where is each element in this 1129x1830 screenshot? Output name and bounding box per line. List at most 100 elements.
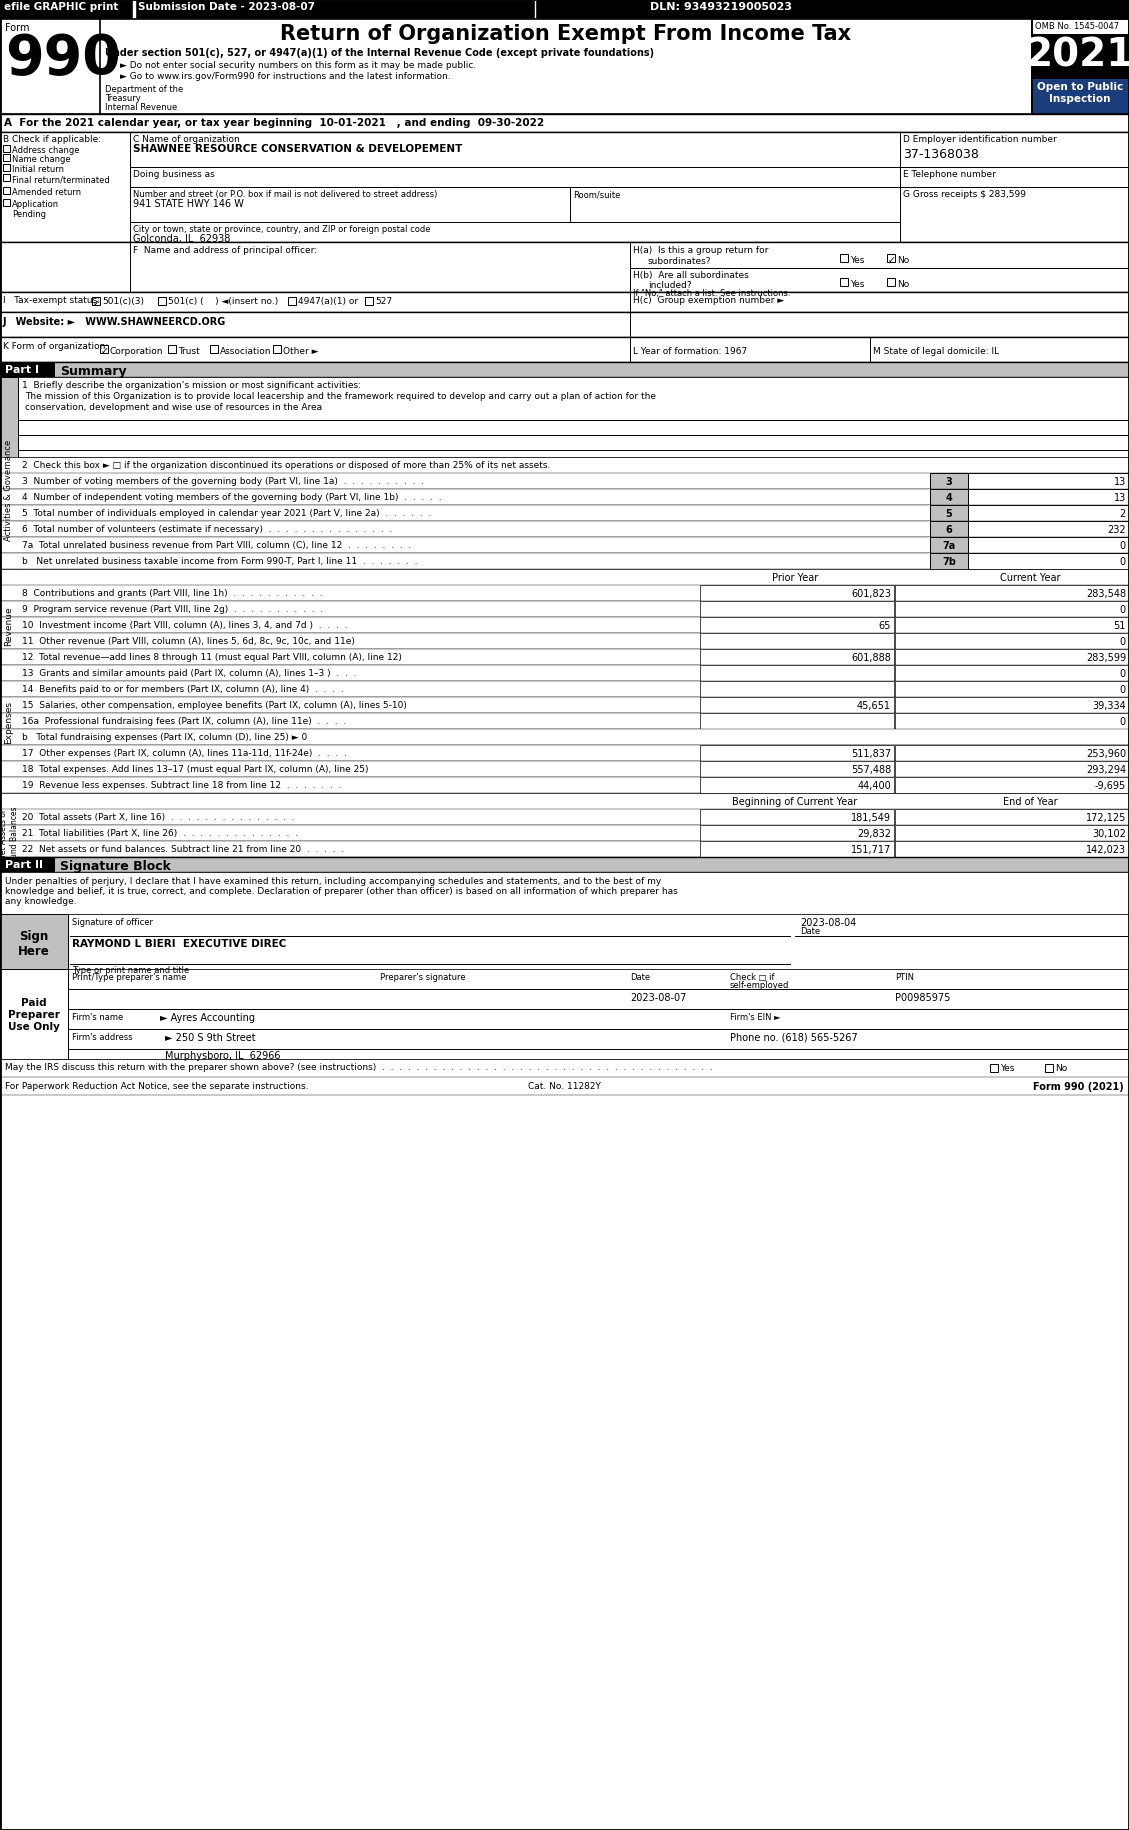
Text: DLN: 93493219005023: DLN: 93493219005023 — [650, 2, 793, 13]
Text: 6: 6 — [946, 525, 953, 534]
Text: 253,960: 253,960 — [1086, 748, 1126, 759]
Bar — [968, 538, 1129, 554]
Bar — [273, 346, 281, 353]
Bar — [365, 298, 373, 306]
Text: ✓: ✓ — [887, 256, 895, 265]
Bar — [700, 666, 894, 681]
Text: ✓: ✓ — [93, 298, 100, 307]
Text: Print/Type preparer’s name: Print/Type preparer’s name — [72, 972, 186, 981]
Text: Paid
Preparer
Use Only: Paid Preparer Use Only — [8, 997, 60, 1030]
Text: 601,888: 601,888 — [851, 653, 891, 662]
Bar — [968, 522, 1129, 538]
Bar — [968, 490, 1129, 505]
Text: 11  Other revenue (Part VIII, column (A), lines 5, 6d, 8c, 9c, 10c, and 11e): 11 Other revenue (Part VIII, column (A),… — [21, 637, 355, 646]
Bar — [0, 134, 1129, 243]
Text: Part II: Part II — [5, 860, 43, 869]
Text: SHAWNEE RESOURCE CONSERVATION & DEVELOPEMENT: SHAWNEE RESOURCE CONSERVATION & DEVELOPE… — [133, 145, 463, 154]
Bar — [0, 842, 1129, 858]
Bar — [887, 254, 895, 264]
Bar — [135, 0, 535, 20]
Bar — [895, 745, 1129, 761]
Bar — [0, 873, 1129, 915]
Bar — [895, 809, 1129, 825]
Text: Treasury: Treasury — [105, 93, 141, 102]
Bar — [895, 619, 1129, 633]
Text: included?: included? — [648, 280, 692, 289]
Bar — [0, 970, 1129, 1060]
Text: L Year of formation: 1967: L Year of formation: 1967 — [633, 348, 747, 355]
Text: ► Go to www.irs.gov/Form990 for instructions and the latest information.: ► Go to www.irs.gov/Form990 for instruct… — [120, 71, 450, 81]
Text: 37-1368038: 37-1368038 — [903, 148, 979, 161]
Text: ► Do not enter social security numbers on this form as it may be made public.: ► Do not enter social security numbers o… — [120, 60, 476, 70]
Bar — [0, 650, 1129, 666]
Text: 13  Grants and similar amounts paid (Part IX, column (A), lines 1–3 )  .  .  .: 13 Grants and similar amounts paid (Part… — [21, 668, 357, 677]
Text: Inspection: Inspection — [1049, 93, 1111, 104]
Text: Part I: Part I — [5, 364, 40, 375]
Text: 4947(a)(1) or: 4947(a)(1) or — [298, 296, 358, 306]
Text: ✓: ✓ — [100, 348, 108, 355]
Bar — [91, 298, 100, 306]
Bar — [3, 176, 10, 181]
Bar — [0, 666, 1129, 681]
Text: I   Tax-exempt status:: I Tax-exempt status: — [3, 296, 100, 306]
Text: Cat. No. 11282Y: Cat. No. 11282Y — [527, 1082, 601, 1091]
Bar — [895, 602, 1129, 619]
Text: 22  Net assets or fund balances. Subtract line 21 from line 20  .  .  .  .  .: 22 Net assets or fund balances. Subtract… — [21, 844, 344, 853]
Text: Other ►: Other ► — [283, 348, 318, 355]
Text: knowledge and belief, it is true, correct, and complete. Declaration of preparer: knowledge and belief, it is true, correc… — [5, 886, 677, 895]
Text: 172,125: 172,125 — [1086, 813, 1126, 822]
Text: J   Website: ►   WWW.SHAWNEERCD.ORG: J Website: ► WWW.SHAWNEERCD.ORG — [3, 317, 226, 328]
Text: 51: 51 — [1113, 620, 1126, 631]
Bar — [0, 362, 1129, 377]
Bar — [1032, 81, 1129, 115]
Text: 19  Revenue less expenses. Subtract line 18 from line 12  .  .  .  .  .  .  .: 19 Revenue less expenses. Subtract line … — [21, 781, 341, 789]
Text: Firm's EIN ►: Firm's EIN ► — [730, 1012, 780, 1021]
Text: 10  Investment income (Part VIII, column (A), lines 3, 4, and 7d )  .  .  .  .: 10 Investment income (Part VIII, column … — [21, 620, 348, 630]
Bar — [700, 602, 894, 619]
Text: Revenue: Revenue — [5, 606, 14, 646]
Text: 0: 0 — [1120, 717, 1126, 727]
Bar — [700, 650, 894, 666]
Bar — [0, 633, 1129, 650]
Text: 0: 0 — [1120, 637, 1126, 646]
Bar — [3, 165, 10, 172]
Text: F  Name and address of principal officer:: F Name and address of principal officer: — [133, 245, 317, 254]
Text: Yes: Yes — [850, 256, 865, 265]
Bar — [895, 842, 1129, 858]
Text: 8  Contributions and grants (Part VIII, line 1h)  .  .  .  .  .  .  .  .  .  .  : 8 Contributions and grants (Part VIII, l… — [21, 589, 323, 598]
Text: H(c)  Group exemption number ►: H(c) Group exemption number ► — [633, 296, 785, 306]
Bar — [895, 666, 1129, 681]
Text: 283,548: 283,548 — [1086, 589, 1126, 598]
Text: -9,695: -9,695 — [1095, 781, 1126, 791]
Text: 0: 0 — [1120, 668, 1126, 679]
Bar — [930, 474, 968, 490]
Text: 30,102: 30,102 — [1092, 829, 1126, 838]
Text: Submission Date - 2023-08-07: Submission Date - 2023-08-07 — [138, 2, 315, 13]
Text: 44,400: 44,400 — [857, 781, 891, 791]
Text: E Telephone number: E Telephone number — [903, 170, 996, 179]
Bar — [0, 586, 18, 666]
Bar — [0, 666, 18, 778]
Text: Form: Form — [5, 24, 29, 33]
Text: No: No — [898, 280, 909, 289]
Text: b   Total fundraising expenses (Part IX, column (D), line 25) ► 0: b Total fundraising expenses (Part IX, c… — [21, 732, 307, 741]
Text: Corporation: Corporation — [110, 348, 164, 355]
Bar — [0, 522, 1129, 538]
Text: 18  Total expenses. Add lines 13–17 (must equal Part IX, column (A), line 25): 18 Total expenses. Add lines 13–17 (must… — [21, 765, 368, 774]
Bar — [0, 761, 1129, 778]
Bar — [700, 586, 894, 602]
Bar — [0, 970, 68, 1060]
Bar — [0, 293, 1129, 313]
Bar — [133, 0, 135, 20]
Text: 2: 2 — [1120, 509, 1126, 518]
Text: 9  Program service revenue (Part VIII, line 2g)  .  .  .  .  .  .  .  .  .  .  .: 9 Program service revenue (Part VIII, li… — [21, 604, 323, 613]
Bar — [895, 633, 1129, 650]
Text: 3: 3 — [946, 478, 953, 487]
Bar — [3, 146, 10, 154]
Text: Yes: Yes — [850, 280, 865, 289]
Text: 990: 990 — [5, 31, 121, 86]
Text: 0: 0 — [1120, 540, 1126, 551]
Text: Signature of officer: Signature of officer — [72, 917, 154, 926]
Text: 527: 527 — [375, 296, 392, 306]
Text: 5  Total number of individuals employed in calendar year 2021 (Part V, line 2a) : 5 Total number of individuals employed i… — [21, 509, 431, 518]
